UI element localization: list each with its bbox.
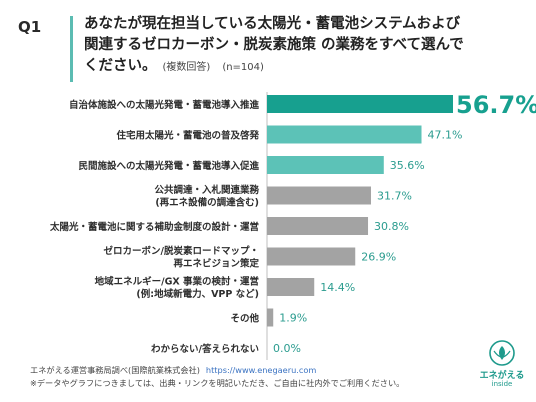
category-label: 住宅用太陽光・蓄電池の普及啓発 [116, 130, 259, 142]
footer-source-line: エネがえる運営事務局調べ(国際航業株式会社) https://www.enegae… [30, 364, 460, 377]
category-label: その他 [230, 313, 259, 325]
value-label: 26.9% [361, 251, 396, 264]
bar [267, 217, 369, 235]
value-label: 30.8% [374, 220, 409, 233]
enegaeru-logo: エネがえる inside [474, 338, 530, 396]
value-label: 31.7% [377, 190, 412, 203]
value-label: 0.0% [273, 342, 301, 355]
category-label: 自治体施設への太陽光発電・蓄電池導入推進 [69, 99, 260, 111]
bar [267, 278, 315, 296]
logo-sub: inside [491, 380, 513, 388]
category-label: わからない/答えられない [151, 343, 259, 355]
category-label: (例:地域新電力、VPP など) [136, 288, 259, 300]
bar [267, 156, 384, 174]
question-accent-bar [70, 16, 73, 82]
question-line-3: ください。 (複数回答) (n=104) [84, 56, 524, 78]
value-label: 47.1% [428, 129, 463, 142]
question-note: (複数回答) [162, 62, 211, 73]
value-label: 14.4% [320, 281, 355, 294]
question-number: Q1 [18, 18, 42, 36]
category-label: (再エネ設備の調達含む) [155, 197, 259, 209]
bar [267, 125, 422, 144]
value-label: 56.7% [456, 91, 536, 119]
bar-chart: 自治体施設への太陽光発電・蓄電池導入推進 56.7% 住宅用太陽光・蓄電池の普及啓発… [50, 91, 536, 360]
logo-name: エネがえる [479, 371, 525, 381]
footer-source: エネがえる運営事務局調べ(国際航業株式会社) [30, 365, 200, 375]
value-label: 1.9% [279, 312, 307, 325]
logo-icon [489, 340, 515, 366]
value-label: 35.6% [390, 159, 425, 172]
category-label: 太陽光・蓄電池に関する補助金制度の設計・運営 [50, 221, 259, 233]
bar [267, 186, 371, 205]
bar [267, 95, 453, 113]
question-text: あなたが現在担当している太陽光・蓄電池システムおよび 関連するゼロカーボン・脱炭… [84, 14, 524, 78]
question-line-3-text: ください。 [84, 58, 157, 74]
question-line-2: 関連するゼロカーボン・脱炭素施策 の業務をすべて選んで [84, 37, 464, 53]
footer-link[interactable]: https://www.enegaeru.com [205, 365, 317, 375]
sample-size: (n=104) [222, 62, 264, 73]
question-line-1: あなたが現在担当している太陽光・蓄電池システムおよび [84, 16, 461, 32]
category-label: 民間施設への太陽光発電・蓄電池導入促進 [78, 160, 259, 172]
bar [267, 308, 274, 327]
category-label: 再エネビジョン策定 [173, 258, 259, 270]
category-label: ゼロカーボン/脱炭素ロードマップ・ [104, 245, 259, 257]
bar [267, 247, 356, 266]
category-label: 公共調達・入札関連業務 [154, 184, 259, 196]
category-label: 地域エネルギー/GX 事業の検討・運営 [95, 276, 259, 288]
footer-usage-note: ※データやグラフにつきましては、出典・リンクを明記いただき、ご自由に社内外でご利… [30, 377, 405, 388]
footer: エネがえる運営事務局調べ(国際航業株式会社) https://www.enegae… [30, 364, 460, 389]
